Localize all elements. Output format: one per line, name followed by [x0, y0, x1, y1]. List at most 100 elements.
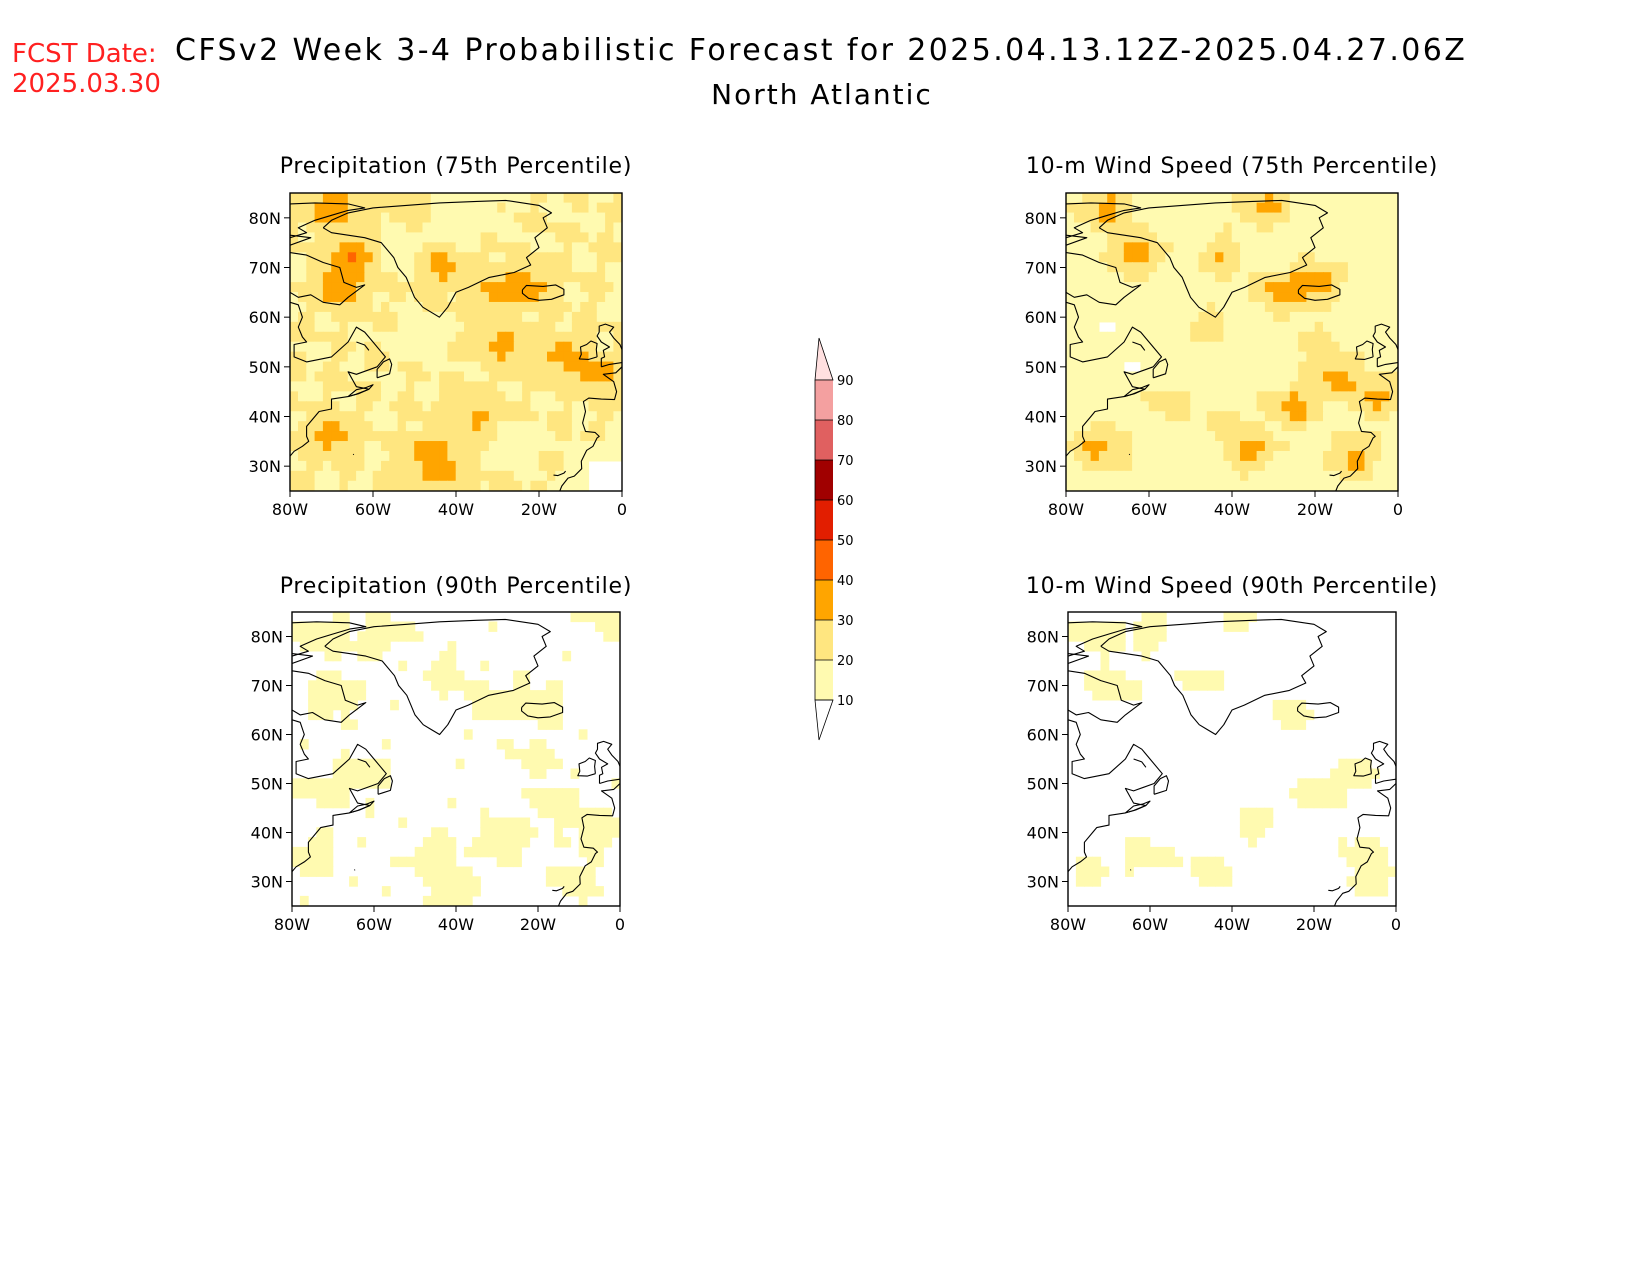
coast-north_america — [290, 301, 386, 457]
coast-newfoundland — [1153, 775, 1170, 795]
coast-great_britain — [1372, 323, 1398, 368]
lon-tick-label: 80W — [272, 500, 308, 519]
lon-tick-label: 60W — [1131, 500, 1167, 519]
coast-canaries — [552, 886, 565, 892]
coast-nova_scotia — [349, 800, 375, 814]
coast-greenland — [324, 618, 551, 736]
coast-ireland — [1354, 340, 1374, 360]
lat-tick-label: 40N — [1027, 824, 1059, 843]
colorbar-box — [815, 460, 833, 500]
lon-tick-label: 40W — [438, 915, 474, 934]
figure-title: CFSv2 Week 3-4 Probabilistic Forecast fo… — [175, 33, 1467, 68]
lon-tick-label: 60W — [355, 500, 391, 519]
coast-north_america — [1068, 719, 1163, 873]
coast-iberia_africa — [1333, 783, 1396, 906]
lat-tick-label: 80N — [1025, 209, 1057, 228]
coast-greenland — [1100, 618, 1327, 736]
lat-tick-label: 40N — [249, 408, 281, 427]
coastlines — [1068, 618, 1396, 906]
lat-tick-label: 50N — [1027, 775, 1059, 794]
lat-tick-label: 30N — [249, 457, 281, 476]
map-area — [1066, 193, 1398, 491]
coast-canaries — [1329, 470, 1343, 477]
lat-tick-label: 30N — [1025, 457, 1057, 476]
panel-precip-75: Precipitation (75th Percentile) 80N 70N 60… — [249, 154, 633, 519]
fcst-date-value: 2025.03.30 — [12, 69, 161, 99]
coast-canaries — [1328, 886, 1341, 892]
coast-newfoundland — [376, 358, 393, 379]
coastlines — [290, 199, 622, 491]
coast-nova_scotia — [1125, 800, 1151, 814]
coast-canaries — [553, 470, 567, 477]
coast-devon — [292, 653, 314, 665]
coast-baffin — [290, 252, 366, 306]
colorbar-tick-label: 20 — [837, 654, 854, 669]
map-axes: 80N 70N 60N 50N 40N 30N 80W 60W 40W 20W 0 — [251, 611, 625, 934]
colorbar-tick-label: 70 — [837, 454, 854, 469]
shaded-field — [1068, 612, 1396, 906]
lat-tick-label: 50N — [249, 358, 281, 377]
panel-wind-75: 10-m Wind Speed (75th Percentile) 80N 70N… — [1025, 154, 1438, 519]
lat-tick-label: 80N — [1027, 628, 1059, 647]
lat-tick-label: 70N — [1025, 259, 1057, 278]
panel-wind-90: 10-m Wind Speed (90th Percentile) 80N 70N… — [1026, 574, 1438, 934]
map-axes: 80N 70N 60N 50N 40N 30N 80W 60W 40W 20W 0 — [249, 192, 627, 519]
lon-tick-label: 0 — [615, 915, 625, 934]
lat-tick-label: 50N — [251, 775, 283, 794]
lat-tick-label: 50N — [1025, 358, 1057, 377]
lon-tick-label: 0 — [617, 500, 627, 519]
coast-newfoundland — [377, 775, 393, 795]
coast-baffin — [292, 670, 367, 723]
colorbar-legend: 10 20 30 40 50 60 70 80 90 — [814, 337, 854, 741]
map-axes: 80N 70N 60N 50N 40N 30N 80W 60W 40W 20W 0 — [1027, 611, 1401, 934]
colorbar-box — [815, 660, 833, 700]
lat-tick-label: 70N — [249, 259, 281, 278]
coast-labrador_lake — [1133, 758, 1147, 768]
map-area — [1068, 612, 1396, 906]
coast-baffin — [1066, 252, 1142, 306]
coast-devon — [290, 234, 312, 246]
lon-tick-label: 80W — [274, 915, 310, 934]
lon-tick-label: 80W — [1050, 915, 1086, 934]
coast-devon — [1068, 653, 1090, 665]
lon-tick-label: 20W — [1296, 915, 1332, 934]
coast-devon — [1066, 234, 1088, 246]
coast-ireland — [1353, 757, 1372, 777]
lat-tick-label: 60N — [251, 726, 283, 745]
lat-tick-label: 80N — [249, 209, 281, 228]
coast-greenland — [322, 199, 553, 318]
coast-labrador_lake — [1132, 341, 1146, 351]
coast-north_america — [292, 719, 387, 873]
panel-title: Precipitation (75th Percentile) — [280, 154, 633, 179]
coast-baffin — [1068, 670, 1143, 723]
lon-tick-label: 0 — [1393, 500, 1403, 519]
lat-tick-label: 60N — [249, 308, 281, 327]
colorbar-tick-label: 90 — [837, 374, 854, 389]
coast-nova_scotia — [347, 384, 374, 398]
coastlines — [292, 618, 620, 906]
panel-title: 10-m Wind Speed (90th Percentile) — [1026, 574, 1438, 599]
coast-great_britain — [1370, 740, 1396, 785]
lon-tick-label: 60W — [356, 915, 392, 934]
coast-ellesmere — [1068, 621, 1143, 657]
coast-newfoundland — [1152, 358, 1169, 379]
coast-iberia_africa — [557, 783, 620, 906]
map-area — [290, 193, 622, 491]
coast-iceland — [521, 702, 564, 719]
coast-great_britain — [596, 323, 622, 368]
coast-greenland — [1098, 199, 1329, 318]
colorbar-box — [815, 380, 833, 420]
colorbar-bottom-triangle — [814, 699, 834, 741]
lon-tick-label: 80W — [1048, 500, 1084, 519]
fcst-date-label: FCST Date: — [12, 39, 157, 69]
figure-header: FCST Date: 2025.03.30 CFSv2 Week 3-4 Pro… — [12, 33, 1467, 111]
colorbar-tick-label: 10 — [837, 694, 854, 709]
coast-nova_scotia — [1123, 384, 1150, 398]
coast-ireland — [578, 340, 598, 360]
coast-iberia_africa — [559, 366, 622, 491]
lon-tick-label: 40W — [1214, 500, 1250, 519]
coast-ellesmere — [292, 621, 367, 657]
colorbar-top-triangle — [814, 337, 834, 381]
coast-bermuda — [354, 869, 356, 871]
